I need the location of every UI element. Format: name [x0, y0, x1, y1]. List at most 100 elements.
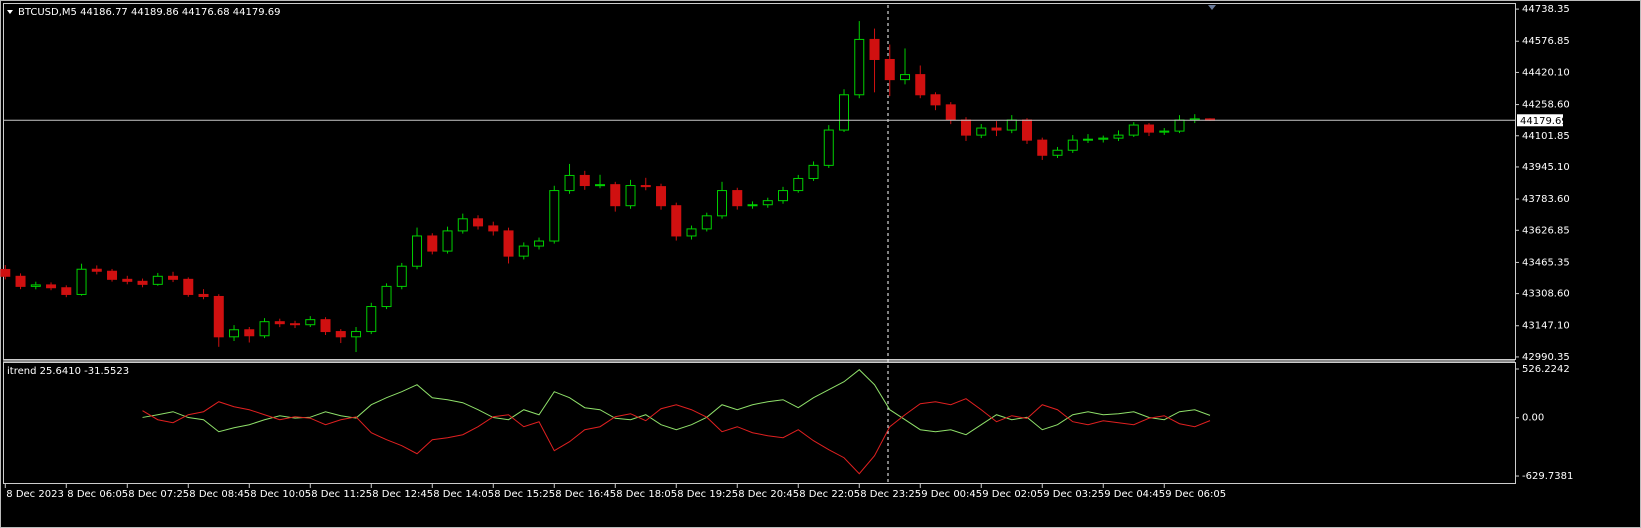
candle-body: [244, 329, 255, 337]
candle-body: [854, 38, 865, 96]
x-tick-label: 8 Dec 08:45: [189, 489, 250, 500]
candle-body: [625, 185, 636, 207]
candle-body: [152, 275, 163, 285]
candle-body: [549, 190, 560, 242]
candle-body: [747, 204, 758, 207]
candle-body: [168, 275, 179, 280]
candle-body: [1006, 119, 1017, 131]
x-tick-label: 8 Dec 18:05: [616, 489, 677, 500]
candle-body: [229, 329, 240, 338]
candle-body: [1128, 124, 1139, 136]
candle-body: [1159, 130, 1170, 133]
candle-body: [640, 185, 651, 188]
candle-body: [274, 321, 285, 325]
candle-body: [656, 186, 667, 207]
x-tick-label: 8 Dec 23:25: [860, 489, 921, 500]
x-tick-label: 8 Dec 11:25: [311, 489, 372, 500]
candle-body: [198, 293, 209, 297]
indicator-line: [142, 398, 1211, 475]
candle-body: [732, 190, 743, 207]
x-tick-label: 8 Dec 06:05: [67, 489, 128, 500]
candle-body: [518, 245, 529, 257]
candle-body: [869, 38, 880, 60]
x-tick-label: 8 Dec 10:05: [250, 489, 311, 500]
candle-body: [1067, 139, 1078, 151]
shift-marker: [1208, 5, 1216, 10]
x-tick-label: 9 Dec 00:45: [921, 489, 982, 500]
x-tick-label: 8 Dec 12:45: [372, 489, 433, 500]
y-tick-label: 44101.85: [1522, 131, 1570, 142]
candle-body: [579, 174, 590, 187]
candle-body: [915, 74, 926, 96]
x-tick-label: 8 Dec 20:45: [738, 489, 799, 500]
candle-body: [335, 331, 346, 338]
y-tick-label: 43783.60: [1522, 194, 1570, 205]
chart-title: BTCUSD,M5 44186.77 44189.86 44176.68 441…: [18, 7, 280, 18]
candle-body: [930, 94, 941, 106]
candle-body: [884, 58, 895, 81]
y-tick-label: 43308.60: [1522, 289, 1570, 300]
x-tick-label: 8 Dec 19:25: [677, 489, 738, 500]
candle-body: [427, 235, 438, 252]
x-tick-label: 8 Dec 16:45: [555, 489, 616, 500]
y-tick-label: 43626.85: [1522, 225, 1570, 236]
x-tick-label: 8 Dec 15:25: [494, 489, 555, 500]
candle-body: [701, 215, 712, 230]
candle-body: [305, 319, 316, 326]
y-tick-label: -629.7381: [1522, 471, 1573, 482]
candle-body: [503, 230, 514, 257]
candle-body: [137, 280, 148, 285]
x-tick-label: 8 Dec 2023: [6, 489, 64, 500]
candle-body: [823, 129, 834, 166]
indicator-line: [142, 369, 1211, 436]
y-tick-label: 44420.10: [1522, 67, 1570, 78]
candle-body: [1113, 134, 1124, 139]
menu-arrow: [7, 10, 13, 14]
candle-body: [1037, 139, 1048, 156]
candle-body: [1144, 124, 1155, 133]
x-tick-label: 8 Dec 07:25: [128, 489, 189, 500]
candle-body: [91, 268, 102, 272]
price-label: 44179.69: [1520, 116, 1568, 127]
candle-body: [564, 174, 575, 192]
candle-body: [839, 94, 850, 131]
y-tick-label: 43147.10: [1522, 321, 1570, 332]
candle-body: [686, 228, 697, 237]
y-tick-label: 44576.85: [1522, 36, 1570, 47]
candle-body: [1174, 119, 1185, 132]
main-pane: [3, 3, 1516, 360]
y-tick-label: 43945.10: [1522, 162, 1570, 173]
candle-body: [900, 74, 911, 81]
candle-body: [610, 184, 621, 207]
candle-body: [945, 104, 956, 121]
candle-body: [30, 284, 41, 287]
x-tick-label: 9 Dec 03:25: [1043, 489, 1104, 500]
indicator-title: itrend 25.6410 -31.5523: [7, 366, 129, 377]
candle-body: [76, 268, 87, 295]
candle-body: [396, 265, 407, 287]
candle-body: [213, 295, 224, 338]
candle-body: [290, 323, 301, 326]
y-tick-label: 43465.35: [1522, 257, 1570, 268]
y-tick-label: 0.00: [1522, 413, 1544, 424]
candle-body: [442, 230, 453, 252]
x-tick-label: 9 Dec 06:05: [1165, 489, 1226, 500]
x-tick-label: 9 Dec 04:45: [1104, 489, 1165, 500]
candle-body: [762, 200, 773, 206]
candle-body: [808, 164, 819, 179]
price-label-box: [1517, 114, 1563, 127]
candle-body: [976, 127, 987, 136]
candle-body: [1022, 119, 1033, 141]
candle-body: [412, 235, 423, 267]
y-tick-label: 44738.35: [1522, 4, 1570, 15]
candle-body: [381, 285, 392, 308]
candle-body: [793, 177, 804, 192]
candle-body: [61, 287, 72, 295]
candle-body: [473, 218, 484, 227]
candle-body: [1083, 138, 1094, 141]
candle-body: [1052, 149, 1063, 156]
candle-body: [46, 284, 57, 289]
candle-body: [717, 190, 728, 217]
